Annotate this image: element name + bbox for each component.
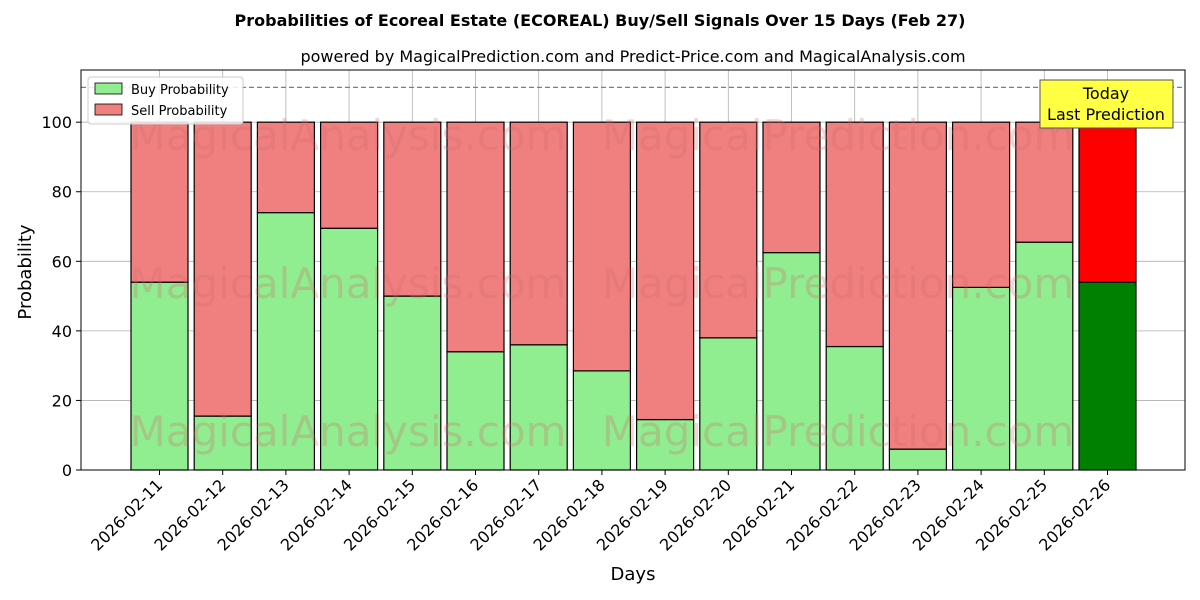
watermark-text-1-a: MagicalAnalysis.com — [130, 259, 567, 308]
chart-subtitle: powered by MagicalPrediction.com and Pre… — [300, 47, 965, 66]
y-axis-label: Probability — [15, 224, 36, 319]
bar-sell-2026-02-11 — [130, 121, 189, 283]
watermark: MagicalAnalysis.com MagicalPrediction.com… — [130, 111, 1075, 456]
annotation-line-2: Last Prediction — [1047, 105, 1165, 124]
y-tick-label-3: 60 — [52, 252, 72, 271]
chart-title: Probabilities of Ecoreal Estate (ECOREAL… — [235, 11, 966, 30]
bar-sell-2026-02-14 — [320, 121, 379, 229]
watermark-text-1-b: MagicalPrediction.com — [602, 259, 1075, 308]
bar-sell-2026-02-21 — [762, 121, 821, 254]
bar-sell-2026-02-17 — [509, 121, 568, 346]
y-tick-label-2: 40 — [52, 322, 72, 341]
bar-buy-2026-02-18 — [572, 370, 632, 471]
legend-label-buy: Buy Probability — [131, 83, 229, 98]
legend-box — [87, 76, 244, 125]
x-axis: 2026-02-112026-02-122026-02-132026-02-14… — [87, 470, 1114, 555]
bar-sell-2026-02-22 — [825, 121, 884, 348]
bar-buy-2026-02-21 — [762, 252, 821, 471]
bar-buy-2026-02-16 — [446, 351, 505, 471]
plot-area-frame — [80, 69, 1186, 471]
bar-buy-2026-02-24 — [951, 286, 1011, 471]
y-axis: 0 20 40 60 80 100 — [41, 113, 81, 480]
y-tick-label-5: 100 — [41, 113, 72, 132]
bar-sell-2026-02-19 — [635, 121, 695, 421]
bar-buy-2026-02-20 — [699, 337, 758, 471]
bar-buy-2026-02-22 — [825, 345, 884, 471]
annotation-line-1: Today — [1082, 84, 1129, 103]
bar-buy-2026-02-26 — [1078, 281, 1137, 471]
bar-sell-2026-02-18 — [572, 121, 632, 372]
bar-buy-2026-02-12 — [193, 415, 252, 471]
today-annotation: Today Last Prediction — [1039, 79, 1174, 129]
y-tick-label-0: 0 — [62, 461, 72, 480]
bar-sell-2026-02-20 — [699, 121, 758, 339]
bar-buy-2026-02-17 — [509, 344, 568, 471]
bar-sell-2026-02-26 — [1078, 121, 1137, 283]
bar-buy-2026-02-19 — [635, 418, 695, 471]
bar-buy-2026-02-14 — [320, 227, 379, 471]
bar-sell-2026-02-24 — [951, 121, 1011, 288]
annotation-box — [1039, 79, 1174, 129]
bar-sell-2026-02-16 — [446, 121, 505, 353]
y-tick-label-4: 80 — [52, 183, 72, 202]
bar-sell-2026-02-13 — [256, 121, 315, 214]
legend-swatch-buy — [94, 82, 123, 95]
bar-sell-2026-02-23 — [888, 121, 948, 450]
legend-label-sell: Sell Probability — [131, 104, 228, 119]
bars — [130, 121, 1137, 471]
bar-buy-2026-02-15 — [383, 295, 442, 471]
y-tick-label-1: 20 — [52, 391, 72, 410]
x-axis-label: Days — [611, 564, 656, 585]
legend-swatch-sell — [94, 103, 123, 116]
watermark-text-0-b: MagicalPrediction.com — [602, 111, 1075, 160]
bar-buy-2026-02-13 — [256, 212, 315, 471]
legend: Buy Probability Sell Probability — [87, 76, 244, 125]
watermark-text-2-a: MagicalAnalysis.com — [130, 407, 567, 456]
bar-sell-2026-02-15 — [383, 121, 442, 297]
watermark-text-2-b: MagicalPrediction.com — [602, 407, 1075, 456]
bar-sell-2026-02-25 — [1015, 121, 1074, 243]
